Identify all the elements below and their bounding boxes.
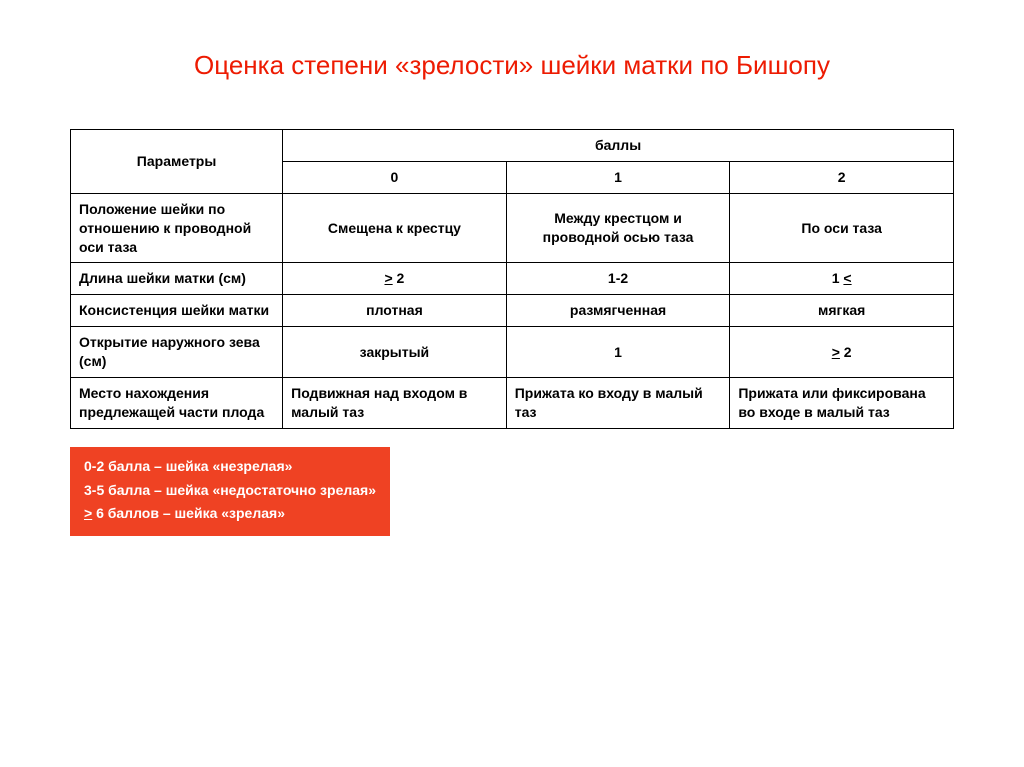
value-cell: закрытый (283, 327, 507, 378)
value-cell: Смещена к крестцу (283, 193, 507, 263)
table-row: Длина шейки матки (см)> 21-21 < (71, 263, 954, 295)
value-cell: плотная (283, 295, 507, 327)
value-cell: Прижата ко входу в малый таз (506, 378, 730, 429)
param-cell: Консистенция шейки матки (71, 295, 283, 327)
header-param: Параметры (71, 130, 283, 194)
header-score-0: 0 (283, 161, 507, 193)
value-cell: мягкая (730, 295, 954, 327)
value-cell: По оси таза (730, 193, 954, 263)
bishop-score-table: Параметры баллы 0 1 2 Положение шейки по… (70, 129, 954, 429)
table-row: Место нахождения предлежащей части плода… (71, 378, 954, 429)
value-cell: 1-2 (506, 263, 730, 295)
legend-line: > 6 баллов – шейка «зрелая» (84, 502, 376, 526)
table-body: Положение шейки по отношению к проводной… (71, 193, 954, 428)
table-row: Открытие наружного зева (см)закрытый1> 2 (71, 327, 954, 378)
param-cell: Длина шейки матки (см) (71, 263, 283, 295)
value-cell: > 2 (283, 263, 507, 295)
value-cell: Подвижная над входом в малый таз (283, 378, 507, 429)
value-cell: Прижата или фиксирована во входе в малый… (730, 378, 954, 429)
param-cell: Положение шейки по отношению к проводной… (71, 193, 283, 263)
table-header: Параметры баллы 0 1 2 (71, 130, 954, 194)
value-cell: > 2 (730, 327, 954, 378)
legend-line: 3-5 балла – шейка «недостаточно зрелая» (84, 479, 376, 503)
value-cell: Между крестцом и проводной осью таза (506, 193, 730, 263)
header-scores-label: баллы (283, 130, 954, 162)
param-cell: Место нахождения предлежащей части плода (71, 378, 283, 429)
header-score-1: 1 (506, 161, 730, 193)
page: Оценка степени «зрелости» шейки матки по… (0, 0, 1024, 536)
value-cell: 1 (506, 327, 730, 378)
legend-line: 0-2 балла – шейка «незрелая» (84, 455, 376, 479)
value-cell: 1 < (730, 263, 954, 295)
table-row: Консистенция шейки маткиплотнаяразмягчен… (71, 295, 954, 327)
header-score-2: 2 (730, 161, 954, 193)
param-cell: Открытие наружного зева (см) (71, 327, 283, 378)
legend-box: 0-2 балла – шейка «незрелая»3-5 балла – … (70, 447, 390, 536)
page-title: Оценка степени «зрелости» шейки матки по… (70, 50, 954, 81)
table-row: Положение шейки по отношению к проводной… (71, 193, 954, 263)
value-cell: размягченная (506, 295, 730, 327)
